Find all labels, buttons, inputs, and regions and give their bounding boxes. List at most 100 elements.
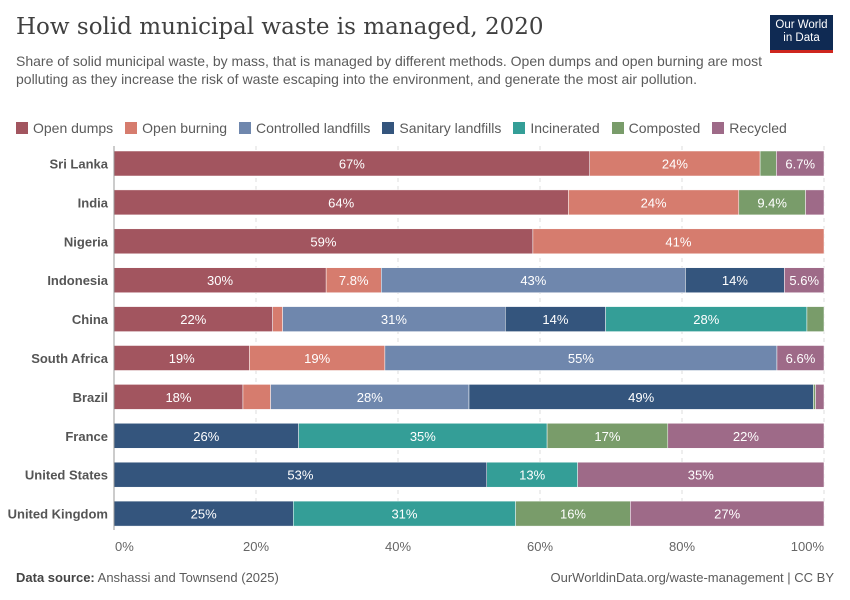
bar-segment	[667, 423, 825, 449]
bar-segment	[532, 228, 825, 255]
legend-swatch	[16, 122, 28, 134]
category-label: United Kingdom	[8, 507, 108, 522]
legend-item[interactable]: Open burning	[125, 120, 227, 136]
bar-segment	[738, 189, 806, 216]
bar-segment	[486, 461, 578, 488]
bar-segment	[605, 306, 808, 332]
bar-segment	[113, 150, 590, 177]
bar-segment	[282, 306, 506, 332]
data-label: 31%	[381, 312, 407, 327]
data-label: 28%	[693, 312, 719, 327]
data-source: Data source: Anshassi and Townsend (2025…	[16, 570, 279, 585]
bar-segment	[505, 306, 606, 332]
bar-segment	[630, 500, 825, 527]
bar-segment	[577, 461, 825, 488]
category-label: Brazil	[73, 390, 108, 405]
bar-segment	[776, 345, 825, 371]
bar-segment	[113, 306, 273, 332]
legend-item[interactable]: Composted	[611, 120, 700, 136]
bar-segment	[113, 384, 244, 410]
bar-segment	[589, 150, 761, 177]
data-label: 18%	[165, 390, 191, 405]
bar-segment	[325, 267, 382, 293]
data-label: 22%	[180, 312, 206, 327]
legend-swatch	[239, 122, 252, 134]
legend-label: Sanitary landfills	[399, 120, 502, 136]
data-label: 6.7%	[785, 157, 815, 172]
bar-segment	[242, 384, 271, 410]
data-label: 31%	[391, 507, 417, 522]
data-label: 26%	[193, 429, 219, 444]
bar-segment	[515, 500, 631, 527]
x-tick-label: 60%	[527, 539, 553, 554]
category-label: Sri Lanka	[49, 157, 108, 172]
legend-label: Controlled landfills	[256, 120, 371, 136]
bar-segment	[776, 150, 825, 177]
bar-segment	[813, 384, 816, 410]
data-label: 53%	[287, 468, 313, 483]
bar-segment	[784, 267, 825, 293]
bar-segment	[815, 384, 825, 410]
data-label: 25%	[191, 507, 217, 522]
source-label: Data source:	[16, 570, 95, 585]
legend-item[interactable]: Incinerated	[513, 120, 600, 136]
bar-segment	[113, 461, 487, 488]
x-tick-label: 80%	[669, 539, 695, 554]
bar-segment	[113, 500, 294, 527]
data-label: 13%	[519, 468, 545, 483]
data-label: 30%	[207, 273, 233, 288]
legend-label: Recycled	[729, 120, 787, 136]
data-label: 43%	[520, 273, 546, 288]
data-label: 19%	[304, 351, 330, 366]
legend-swatch	[611, 122, 624, 134]
data-label: 9.4%	[757, 195, 787, 210]
category-label: United States	[25, 468, 108, 483]
bar-segment	[270, 384, 470, 410]
legend-swatch	[712, 122, 725, 134]
category-label: Indonesia	[47, 273, 108, 288]
bar-segment	[249, 345, 386, 371]
bar-segment	[468, 384, 814, 410]
bar-segment	[113, 267, 327, 293]
category-label: India	[78, 195, 109, 210]
legend-item[interactable]: Recycled	[712, 120, 787, 136]
source-text: Anshassi and Townsend (2025)	[97, 570, 279, 585]
chart-title: How solid municipal waste is managed, 20…	[16, 14, 544, 40]
owid-logo[interactable]: Our World in Data	[770, 15, 833, 53]
legend-swatch	[125, 122, 138, 134]
legend-item[interactable]: Sanitary landfills	[382, 120, 501, 136]
bar-segment	[568, 189, 740, 216]
data-label: 49%	[628, 390, 654, 405]
category-label: France	[65, 429, 108, 444]
data-label: 64%	[328, 195, 354, 210]
bar-segment	[806, 306, 825, 332]
legend-label: Open dumps	[33, 120, 114, 136]
legend-label: Incinerated	[530, 120, 600, 136]
bar-segment	[805, 189, 825, 216]
data-label: 27%	[714, 507, 740, 522]
x-tick-label: 100%	[791, 539, 825, 554]
category-label: South Africa	[31, 351, 109, 366]
footer-url[interactable]: OurWorldinData.org/waste-management | CC…	[550, 570, 834, 585]
legend: Open dumps Open burning Controlled landfil…	[16, 120, 787, 136]
legend-item[interactable]: Open dumps	[16, 120, 113, 136]
data-label: 59%	[310, 234, 336, 249]
data-label: 14%	[722, 273, 748, 288]
data-label: 28%	[357, 390, 383, 405]
data-label: 6.6%	[786, 351, 816, 366]
legend-swatch	[513, 122, 526, 134]
data-label: 5.6%	[789, 273, 819, 288]
bar-segment	[113, 228, 534, 255]
legend-swatch	[382, 122, 395, 134]
category-label: China	[72, 312, 109, 327]
legend-item[interactable]: Controlled landfills	[239, 120, 370, 136]
x-tick-label: 40%	[385, 539, 411, 554]
data-label: 24%	[662, 157, 688, 172]
category-label: Nigeria	[64, 234, 109, 249]
data-label: 35%	[410, 429, 436, 444]
data-label: 22%	[733, 429, 759, 444]
data-label: 19%	[169, 351, 195, 366]
data-label: 16%	[560, 507, 586, 522]
